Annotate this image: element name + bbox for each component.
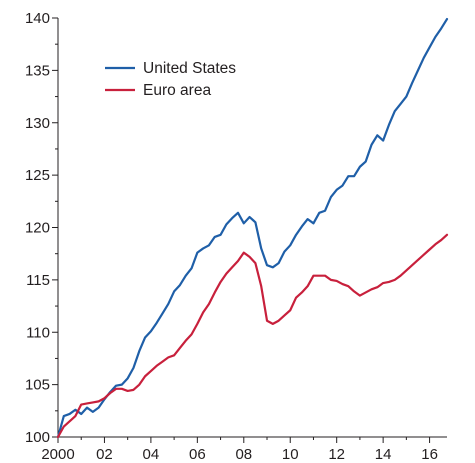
series-line-united-states — [56, 17, 449, 439]
x-axis-ticks: 2000 02 04 06 08 10 12 14 16 — [41, 437, 438, 463]
x-tick-label: 04 — [143, 446, 160, 463]
chart-axes — [57, 18, 447, 438]
x-tick-label: 2000 — [41, 446, 74, 463]
y-tick-label: 115 — [26, 272, 50, 289]
y-tick-label: 110 — [26, 324, 50, 341]
series-line-euro-area — [56, 233, 449, 439]
y-tick-label: 140 — [25, 10, 50, 27]
legend-label-euro-area: Euro area — [143, 82, 211, 99]
legend: United States Euro area — [105, 60, 236, 99]
x-tick-label: 14 — [375, 446, 392, 463]
y-tick-label: 105 — [25, 377, 50, 394]
x-tick-label: 10 — [282, 446, 299, 463]
y-axis-ticks: 100 105 110 115 120 125 130 135 140 — [25, 10, 58, 446]
y-tick-label: 135 — [25, 62, 50, 79]
series-layer — [56, 17, 449, 439]
x-tick-label: 02 — [96, 446, 113, 463]
y-tick-label: 120 — [25, 220, 50, 237]
y-tick-label: 100 — [25, 429, 50, 446]
y-tick-label: 130 — [25, 115, 50, 132]
x-tick-label: 08 — [235, 446, 252, 463]
legend-label-united-states: United States — [143, 60, 236, 77]
x-tick-label: 06 — [189, 446, 206, 463]
x-tick-label: 16 — [421, 446, 438, 463]
x-tick-label: 12 — [328, 446, 345, 463]
y-tick-label: 125 — [25, 167, 50, 184]
